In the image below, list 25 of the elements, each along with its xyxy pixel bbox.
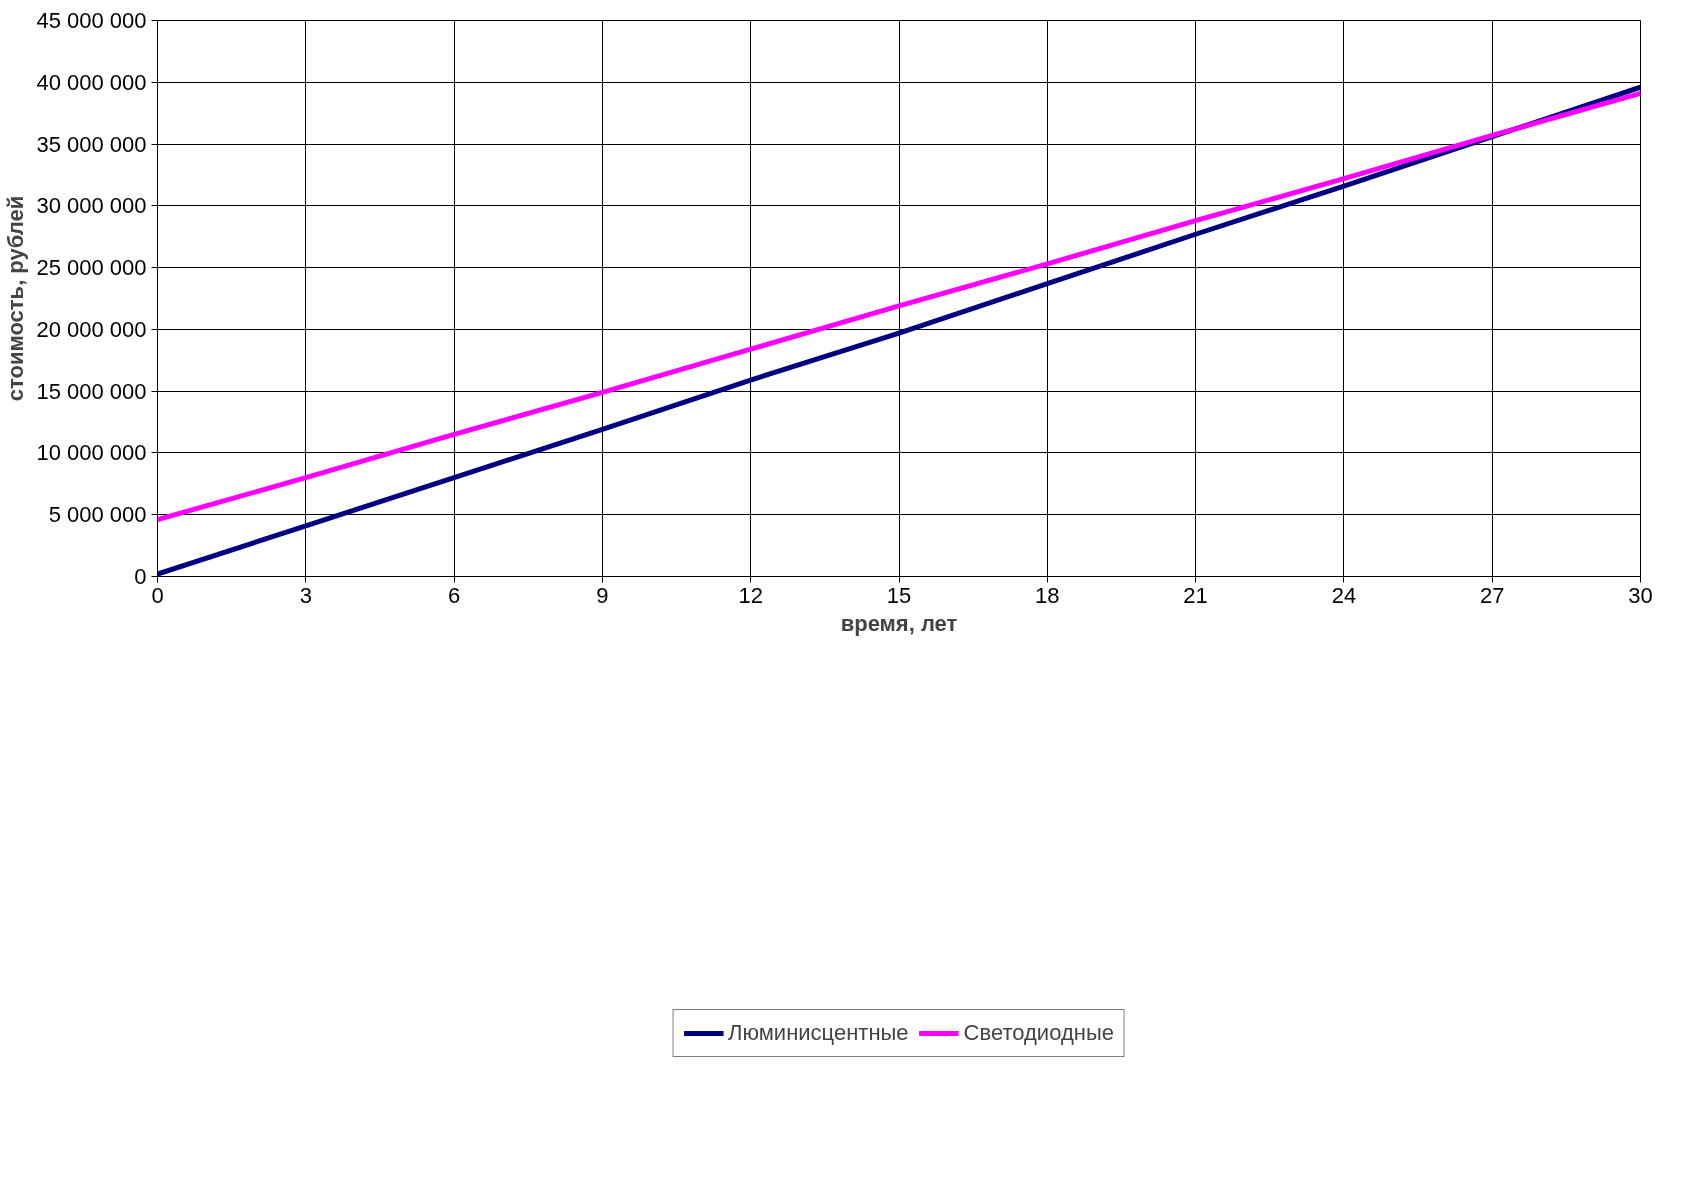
x-tick-label: 27	[1479, 582, 1505, 608]
x-tick-label: 6	[447, 582, 461, 608]
x-tick-label: 30	[1628, 582, 1653, 608]
y-tick-label: 15 000 000	[36, 378, 147, 404]
y-tick-label: 30 000 000	[36, 193, 147, 219]
x-tick-label: 24	[1331, 582, 1357, 608]
x-axis-title: время, лет	[840, 610, 958, 636]
x-tick-label: 18	[1035, 582, 1060, 608]
y-tick-label: 45 000 000	[36, 8, 147, 33]
y-tick-label: 40 000 000	[36, 69, 147, 95]
legend-label: Люминисцентные	[728, 1019, 909, 1046]
x-tick-label: 15	[886, 582, 912, 608]
y-tick-label: 35 000 000	[36, 131, 147, 157]
y-tick-label: 5 000 000	[48, 502, 147, 528]
x-tick-label: 12	[738, 582, 763, 608]
legend-label: Светодиодные	[963, 1019, 1114, 1046]
y-tick-label: 25 000 000	[36, 255, 147, 281]
y-axis-title: стоимость, рублей	[3, 195, 29, 402]
x-tick-label: 3	[299, 582, 312, 608]
x-tick-label: 0	[151, 582, 164, 608]
y-tick-label: 20 000 000	[36, 316, 147, 342]
x-tick-label: 9	[596, 582, 609, 608]
x-tick-label: 21	[1183, 582, 1208, 608]
y-tick-label: 0	[134, 564, 147, 589]
y-tick-label: 10 000 000	[36, 440, 147, 466]
